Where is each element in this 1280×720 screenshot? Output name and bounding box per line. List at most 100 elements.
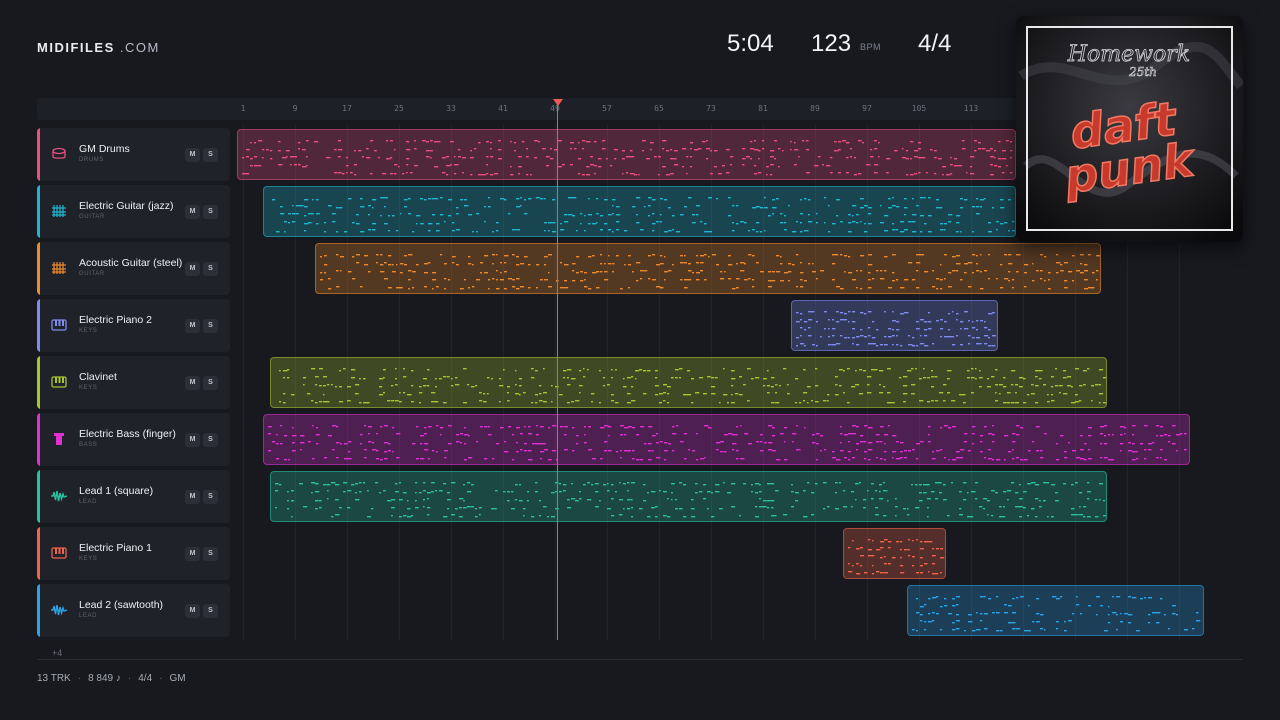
midi-clip[interactable] (791, 300, 998, 351)
drum-icon (51, 147, 67, 161)
track-header[interactable]: Electric Piano 2 KEYS M S (37, 299, 230, 352)
ruler-tick: 1 (240, 104, 246, 113)
note-count: 8 849 ♪ (88, 673, 121, 684)
track-name: Electric Guitar (jazz) (79, 200, 174, 212)
track-color-stripe (37, 470, 40, 523)
footer-summary: 13 TRK · 8 849 ♪ · 4/4 · GM (37, 673, 186, 684)
ruler-tick: 41 (498, 104, 508, 113)
grid-line (919, 124, 920, 640)
clip-notes (848, 539, 945, 575)
track-header[interactable]: GM Drums DRUMS M S (37, 128, 230, 181)
ruler-tick: 105 (911, 104, 927, 113)
track-category: KEYS (79, 385, 98, 391)
track-header[interactable]: Electric Guitar (jazz) GUITAR M S (37, 185, 230, 238)
more-tracks-label[interactable]: +4 (52, 648, 63, 658)
cover-title: Homework (1067, 42, 1190, 67)
ruler-tick: 57 (602, 104, 612, 113)
ruler-tick: 49 (550, 104, 560, 113)
grid-line (1179, 124, 1180, 640)
midi-clip[interactable] (315, 243, 1101, 294)
mute-button[interactable]: M (185, 148, 200, 162)
wave-icon (51, 489, 68, 503)
svg-text:daft: daft (1067, 91, 1181, 160)
track-name: Lead 2 (sawtooth) (79, 599, 164, 611)
track-category: KEYS (79, 328, 98, 334)
clip-notes (268, 425, 1187, 461)
grid-line (451, 124, 452, 640)
playhead[interactable] (557, 104, 558, 640)
piano-icon (51, 318, 67, 332)
track-color-stripe (37, 128, 40, 181)
clip-notes (272, 197, 1015, 233)
timeline-ruler[interactable]: 1 9 17 25 33 41 49 57 65 73 81 89 97 105 113 (37, 98, 1243, 120)
track-name: Clavinet (79, 371, 117, 383)
midi-clip[interactable] (263, 186, 1016, 237)
track-header[interactable]: Electric Bass (finger) BASS M S (37, 413, 230, 466)
bass-icon (51, 432, 67, 446)
solo-button[interactable]: S (203, 205, 218, 219)
track-header[interactable]: Lead 2 (sawtooth) LEAD M S (37, 584, 230, 637)
arrangement-area[interactable] (237, 124, 1243, 640)
clip-notes (242, 140, 1013, 176)
clip-notes (320, 254, 1100, 290)
track-category: GUITAR (79, 271, 105, 277)
solo-button[interactable]: S (203, 490, 218, 504)
midi-clip[interactable] (237, 129, 1016, 180)
mute-button[interactable]: M (185, 262, 200, 276)
midi-clip[interactable] (270, 471, 1107, 522)
grid-line (659, 124, 660, 640)
solo-button[interactable]: S (203, 547, 218, 561)
grid-line (503, 124, 504, 640)
solo-button[interactable]: S (203, 376, 218, 390)
mute-button[interactable]: M (185, 376, 200, 390)
brand-logo: MIDIFILES .COM (37, 40, 160, 55)
duration-display: 5:04 (727, 30, 774, 57)
solo-button[interactable]: S (203, 604, 218, 618)
mute-button[interactable]: M (185, 490, 200, 504)
footer-meter: 4/4 (138, 673, 153, 684)
track-color-stripe (37, 413, 40, 466)
brand-suffix: .COM (119, 40, 160, 55)
grid-line (971, 124, 972, 640)
album-cover: Homework 25th daft punk (1016, 16, 1243, 242)
ruler-tick: 17 (342, 104, 352, 113)
mute-button[interactable]: M (185, 433, 200, 447)
grid-line (763, 124, 764, 640)
grid-line (1127, 124, 1128, 640)
midi-clip[interactable] (263, 414, 1190, 465)
ruler-tick: 9 (292, 104, 298, 113)
track-header[interactable]: Clavinet KEYS M S (37, 356, 230, 409)
solo-button[interactable]: S (203, 262, 218, 276)
grid-line (243, 124, 244, 640)
track-color-stripe (37, 356, 40, 409)
mute-button[interactable]: M (185, 205, 200, 219)
track-name: Acoustic Guitar (steel) (79, 257, 183, 269)
clip-notes (279, 368, 1106, 404)
grid-line (1023, 124, 1024, 640)
footer-divider (37, 659, 1243, 660)
ruler-tick: 113 (963, 104, 979, 113)
midi-clip[interactable] (907, 585, 1204, 636)
piano-icon (51, 375, 67, 389)
cover-edition: 25th (1128, 65, 1157, 79)
track-name: Electric Piano 2 (79, 314, 152, 326)
solo-button[interactable]: S (203, 148, 218, 162)
midi-clip[interactable] (843, 528, 946, 579)
playhead-marker[interactable] (553, 99, 563, 106)
track-name: Electric Bass (finger) (79, 428, 176, 440)
track-color-stripe (37, 584, 40, 637)
mute-button[interactable]: M (185, 604, 200, 618)
solo-button[interactable]: S (203, 319, 218, 333)
track-header[interactable]: Acoustic Guitar (steel) GUITAR M S (37, 242, 230, 295)
mute-button[interactable]: M (185, 547, 200, 561)
solo-button[interactable]: S (203, 433, 218, 447)
track-name: Lead 1 (square) (79, 485, 154, 497)
piano-icon (51, 546, 67, 560)
guitar-icon (51, 204, 67, 218)
track-header[interactable]: Electric Piano 1 KEYS M S (37, 527, 230, 580)
mute-button[interactable]: M (185, 319, 200, 333)
midi-clip[interactable] (270, 357, 1107, 408)
clip-notes (796, 311, 996, 347)
track-header[interactable]: Lead 1 (square) LEAD M S (37, 470, 230, 523)
track-color-stripe (37, 242, 40, 295)
